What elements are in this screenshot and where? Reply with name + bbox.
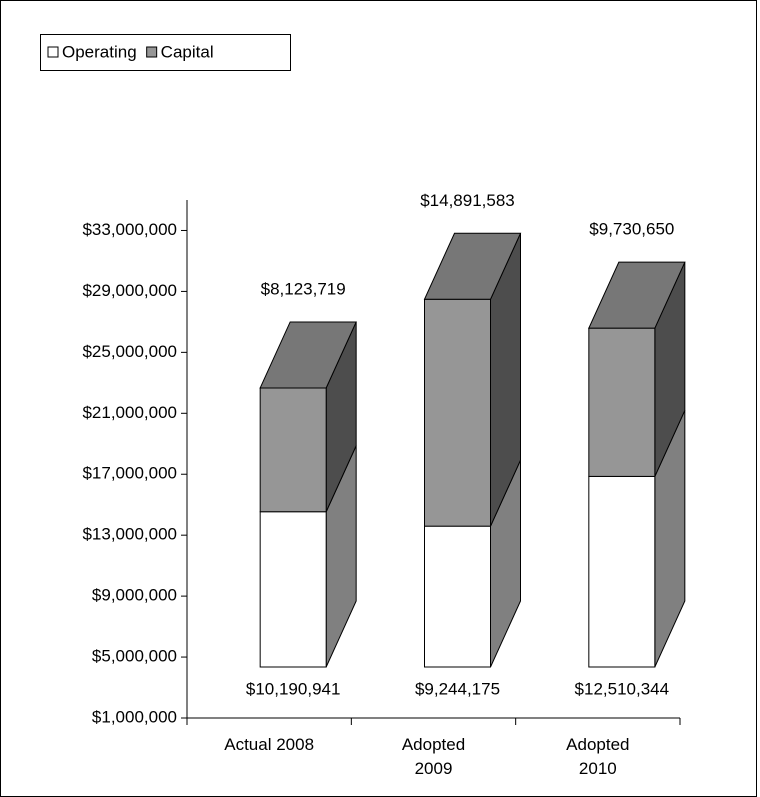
y-tick-label: $33,000,000: [82, 220, 177, 239]
legend-swatch: [146, 46, 158, 58]
legend-label: Operating: [62, 42, 137, 61]
y-tick-label: $29,000,000: [82, 281, 177, 300]
y-tick-label: $21,000,000: [82, 403, 177, 422]
value-label: $14,891,583: [420, 191, 515, 210]
value-label: $8,123,719: [261, 279, 346, 298]
y-tick-label: $1,000,000: [92, 707, 177, 726]
x-tick-label: Adopted 2010: [566, 735, 630, 778]
value-label: $9,244,175: [415, 679, 500, 698]
y-tick-label: $13,000,000: [82, 525, 177, 544]
x-tick-label: Adopted 2009: [401, 735, 466, 778]
legend-label: Capital: [161, 42, 214, 61]
bar: [259, 387, 327, 513]
bar-top: [259, 321, 357, 389]
x-tick-label: Actual 2008: [224, 735, 315, 754]
legend-swatch: [47, 46, 59, 58]
value-label: $10,190,941: [246, 679, 341, 698]
y-tick-label: $5,000,000: [92, 647, 177, 666]
bar: [424, 298, 491, 527]
legend-box: [40, 34, 291, 71]
bar: [588, 327, 656, 477]
value-label: $12,510,344: [575, 679, 670, 698]
y-tick-label: $25,000,000: [82, 342, 177, 361]
value-label: $9,730,650: [589, 220, 674, 239]
bar: [424, 525, 491, 668]
bar-top: [588, 261, 686, 329]
bar: [588, 475, 656, 668]
bar: [259, 511, 327, 668]
bar-top: [423, 232, 522, 300]
y-tick-label: $9,000,000: [92, 586, 177, 605]
y-tick-label: $17,000,000: [82, 464, 177, 483]
